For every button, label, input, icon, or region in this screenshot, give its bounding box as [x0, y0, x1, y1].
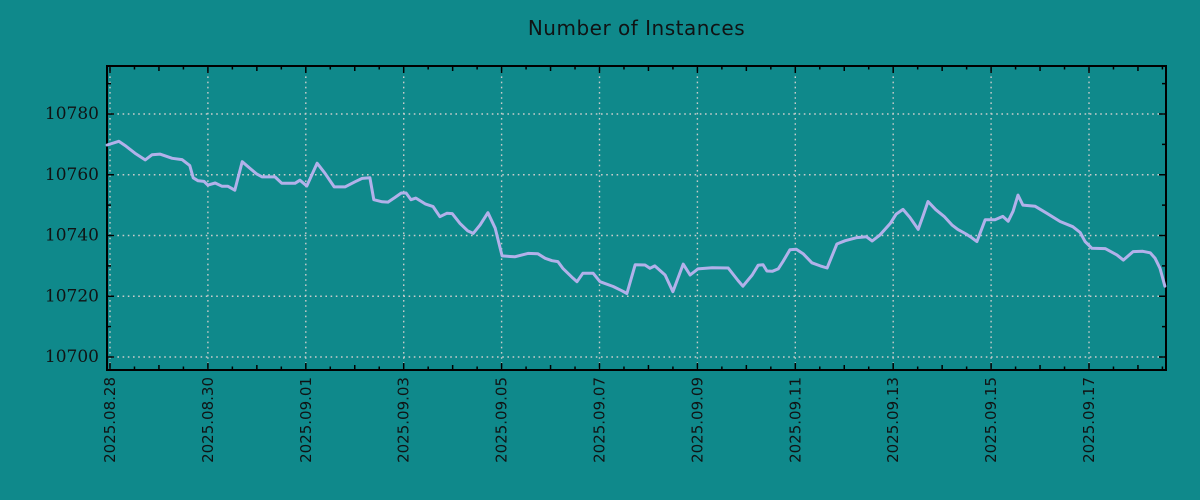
plot-border [106, 65, 1167, 371]
x-tick-label: 2025.09.01 [297, 377, 315, 463]
y-tick-label: 10720 [45, 286, 99, 306]
x-tick-label: 2025.09.03 [395, 377, 413, 463]
x-tick-label: 2025.09.05 [493, 377, 511, 463]
data-line [105, 139, 1167, 295]
x-tick-label: 2025.09.13 [884, 377, 902, 463]
y-tick-label: 10760 [45, 165, 99, 185]
x-tick-label: 2025.09.07 [591, 377, 609, 463]
x-tick-label: 2025.09.17 [1080, 377, 1098, 463]
chart-title: Number of Instances [527, 16, 746, 40]
x-tick-label: 2025.09.15 [982, 377, 1000, 463]
y-tick-label: 10780 [45, 104, 99, 124]
y-tick-label: 10740 [45, 226, 99, 246]
x-tick-label: 2025.08.28 [101, 377, 119, 463]
y-tick-label: 10700 [45, 347, 99, 367]
x-tick-label: 2025.09.09 [688, 377, 706, 463]
x-tick-label: 2025.08.30 [199, 377, 217, 463]
x-tick-label: 2025.09.11 [786, 377, 804, 463]
